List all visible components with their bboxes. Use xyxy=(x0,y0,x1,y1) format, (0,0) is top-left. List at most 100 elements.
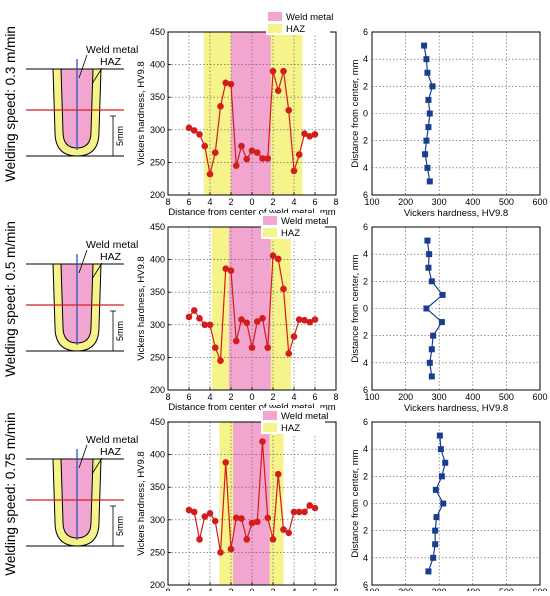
depth-data-point xyxy=(433,514,440,521)
plot-frame xyxy=(167,226,337,391)
y-axis-label: Distance from center, mm xyxy=(350,254,361,362)
haz-band xyxy=(269,422,284,585)
y-tick-label: 4 xyxy=(363,54,368,64)
hardness-data-point xyxy=(243,536,251,543)
depth-data-point xyxy=(438,319,445,326)
hardness-data-point xyxy=(295,508,303,516)
depth-data-point xyxy=(436,432,443,439)
x-tick-label: 200 xyxy=(398,392,413,402)
hardness-data-point xyxy=(211,344,219,351)
depth-data-point xyxy=(423,137,430,144)
y-tick-label: 400 xyxy=(150,60,165,70)
hardness-data-point xyxy=(280,67,287,75)
row-1: Welding speed: 0.3 m/min Weld metalHAZ5mm… xyxy=(3,9,548,219)
y-tick-label: 2 xyxy=(363,331,368,341)
hardness-data-point xyxy=(264,155,272,162)
x-tick-label: 400 xyxy=(465,197,480,207)
hardness-data-point xyxy=(306,133,314,140)
x-tick-label: 600 xyxy=(532,587,547,591)
x-tick-label: 8 xyxy=(165,587,170,591)
depth-data-point xyxy=(426,359,433,366)
x-tick-label: 6 xyxy=(312,587,317,591)
hardness-data-point xyxy=(285,106,293,114)
hardness-data-point xyxy=(217,103,224,110)
x-tick-label: 400 xyxy=(465,392,480,402)
hardness-data-point xyxy=(274,255,282,263)
y-tick-label: 300 xyxy=(150,515,165,525)
x-tick-label: 4 xyxy=(291,587,296,591)
legend-label: HAZ xyxy=(286,24,305,35)
y-axis-label: Distance from center, mm xyxy=(350,59,361,167)
x-tick-label: 300 xyxy=(432,392,447,402)
plot-frame xyxy=(371,31,541,196)
hardness-data-point xyxy=(306,318,314,326)
haz-leader-line xyxy=(91,262,103,280)
hardness-data-point xyxy=(290,508,298,516)
x-tick-label: 2 xyxy=(228,392,233,402)
depth-data-point xyxy=(425,264,432,271)
x-tick-label: 4 xyxy=(207,392,212,402)
hardness-data-point xyxy=(306,502,314,509)
hardness-data-point xyxy=(206,509,214,517)
y-tick-label: 300 xyxy=(150,320,165,330)
hardness-data-point xyxy=(274,470,282,478)
hardness-data-point xyxy=(301,508,308,516)
depth-data-point xyxy=(428,346,435,353)
legend-label: HAZ xyxy=(281,423,300,434)
weld-metal-label: Weld metal xyxy=(86,239,138,251)
hardness-data-point xyxy=(201,321,209,329)
depth-data-point xyxy=(426,178,433,185)
hardness-data-point xyxy=(301,316,308,324)
x-tick-label: 8 xyxy=(165,392,170,402)
hardness-data-point xyxy=(285,529,293,537)
y-tick-label: 350 xyxy=(150,482,165,492)
hardness-data-point xyxy=(264,514,272,522)
y-tick-label: 6 xyxy=(363,417,368,427)
x-tick-label: 500 xyxy=(499,392,514,402)
x-tick-label: 2 xyxy=(270,392,275,402)
legend-swatch xyxy=(263,216,277,225)
hardness-data-point xyxy=(190,508,198,516)
x-tick-label: 500 xyxy=(499,587,514,591)
hardness-data-point xyxy=(311,316,319,323)
x-tick-label: 600 xyxy=(532,392,547,402)
x-axis-label: Distance from center of weld metal, mm xyxy=(168,402,335,413)
speed-label: Welding speed: 0.75 m/min xyxy=(3,412,18,575)
hardness-data-point xyxy=(264,344,272,351)
depth-data-point xyxy=(430,332,437,339)
y-tick-label: 450 xyxy=(150,417,165,427)
hardness-data-point xyxy=(269,252,277,259)
depth-data-point xyxy=(430,554,437,561)
y-tick-label: 4 xyxy=(363,163,368,173)
depth-data-point xyxy=(423,305,430,312)
scale-label: 5mm xyxy=(115,516,125,536)
y-tick-label: 250 xyxy=(150,547,165,557)
depth-data-point xyxy=(428,278,435,285)
hardness-data-point xyxy=(290,333,298,340)
hardness-data-point xyxy=(232,162,240,169)
y-tick-label: 6 xyxy=(363,580,368,590)
x-tick-label: 500 xyxy=(499,197,514,207)
hardness-data-point xyxy=(217,549,224,556)
x-axis-label: Distance from center of weld metal, mm xyxy=(168,207,335,218)
plot-frame xyxy=(167,31,337,196)
y-tick-label: 0 xyxy=(363,109,368,119)
depth-data-point xyxy=(428,373,435,380)
y-tick-label: 4 xyxy=(363,249,368,259)
hardness-data-point xyxy=(259,314,266,322)
legend-label: Weld metal xyxy=(281,216,328,227)
hardness-data-point xyxy=(295,151,303,158)
hardness-data-point xyxy=(196,536,203,543)
hardness-data-point xyxy=(232,337,240,345)
x-tick-label: 4 xyxy=(291,197,296,207)
row-2: Welding speed: 0.5 m/min Weld metalHAZ5mm… xyxy=(3,213,548,414)
weld-metal-band xyxy=(231,32,271,195)
legend-swatch xyxy=(263,411,277,420)
